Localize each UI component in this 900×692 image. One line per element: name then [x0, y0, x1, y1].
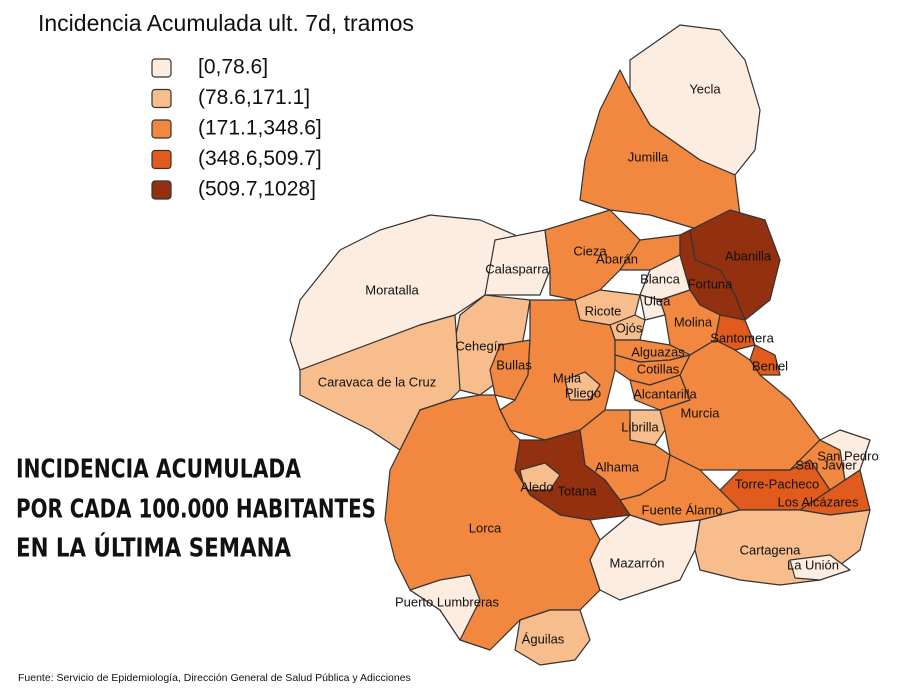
municipality — [454, 294, 531, 396]
municipality-label: Alhama — [595, 459, 640, 474]
municipality-label: Fuente Álamo — [642, 502, 723, 517]
municipality-label: Mazarrón — [610, 555, 665, 570]
municipality-label: Beniel — [752, 358, 788, 373]
map-title: Incidencia Acumulada ult. 7d, tramos — [38, 10, 414, 36]
municipality-label: Ricote — [585, 303, 622, 318]
municipality — [544, 209, 641, 301]
municipality-label: Aledo — [520, 479, 553, 494]
municipality — [579, 69, 741, 231]
legend-swatch — [151, 119, 172, 139]
municipality-label: Moratalla — [365, 282, 419, 297]
municipality-label: Águilas — [522, 631, 565, 646]
municipality-label: Murcia — [680, 405, 720, 420]
caption-line: EN LA ÚLTIMA SEMANA — [16, 532, 291, 564]
municipality-label: Molina — [674, 314, 713, 329]
municipality — [409, 574, 481, 641]
municipality — [514, 609, 591, 666]
municipality-label: San Javier — [795, 457, 857, 472]
municipality-label: Cieza — [573, 243, 607, 258]
municipality — [714, 314, 756, 351]
legend-swatch — [151, 88, 172, 109]
municipality-label: Cehegín — [455, 338, 504, 353]
municipality-label: Mula — [553, 370, 582, 385]
legend-label: (78.6,171.1] — [198, 86, 310, 109]
caption-line: INCIDENCIA ACUMULADA — [16, 455, 301, 485]
municipality-label: Lorca — [469, 520, 502, 535]
municipality-label: Puerto Lumbreras — [395, 594, 500, 609]
legend-swatch — [151, 180, 172, 200]
legend-label: (509.7,1028] — [198, 178, 316, 201]
municipality-label: Jumilla — [628, 149, 669, 164]
legend-swatch — [151, 149, 172, 170]
municipality-label: Blanca — [640, 271, 681, 286]
municipality — [749, 344, 781, 376]
municipality-label: Cotillas — [637, 361, 680, 376]
municipality-label: Bullas — [496, 357, 532, 372]
legend-label: (171.1,348.6] — [198, 117, 322, 140]
municipality-label: Alcantarilla — [633, 386, 697, 401]
municipality-label: Yecla — [689, 81, 721, 96]
municipality-label: Ojós — [616, 320, 643, 335]
source-note: Fuente: Servicio de Epidemiología, Direc… — [18, 672, 411, 684]
municipality-label: Ulea — [644, 293, 672, 308]
municipality-label: Alguazas — [631, 344, 685, 359]
legend-swatch — [151, 58, 172, 78]
municipality — [589, 514, 701, 601]
municipality-label: Fortuna — [688, 276, 734, 291]
municipality-label: La Unión — [787, 557, 839, 572]
municipality-label: Abarán — [596, 251, 638, 266]
municipality-label: Torre-Pacheco — [735, 476, 820, 491]
municipality — [484, 229, 551, 296]
municipality-label: San Pedro — [817, 448, 878, 463]
caption-line: POR CADA 100.000 HABITANTES — [16, 495, 376, 525]
municipality — [789, 554, 851, 581]
municipality-label: Santomera — [710, 330, 774, 345]
municipality-label: Abanilla — [725, 248, 772, 263]
municipality-label: Calasparra — [485, 261, 549, 276]
municipality-label: Caravaca de la Cruz — [318, 374, 437, 389]
legend-label: (348.6,509.7] — [198, 147, 322, 170]
municipality — [564, 371, 601, 401]
municipality-label: Librilla — [621, 419, 659, 434]
legend-label: [0,78.6] — [198, 56, 268, 79]
municipality-label: Los Alcázares — [778, 494, 859, 509]
municipality-label: Totana — [557, 483, 597, 498]
municipality-label: Pliego — [565, 385, 601, 400]
municipality-label: Cartagena — [740, 542, 801, 557]
